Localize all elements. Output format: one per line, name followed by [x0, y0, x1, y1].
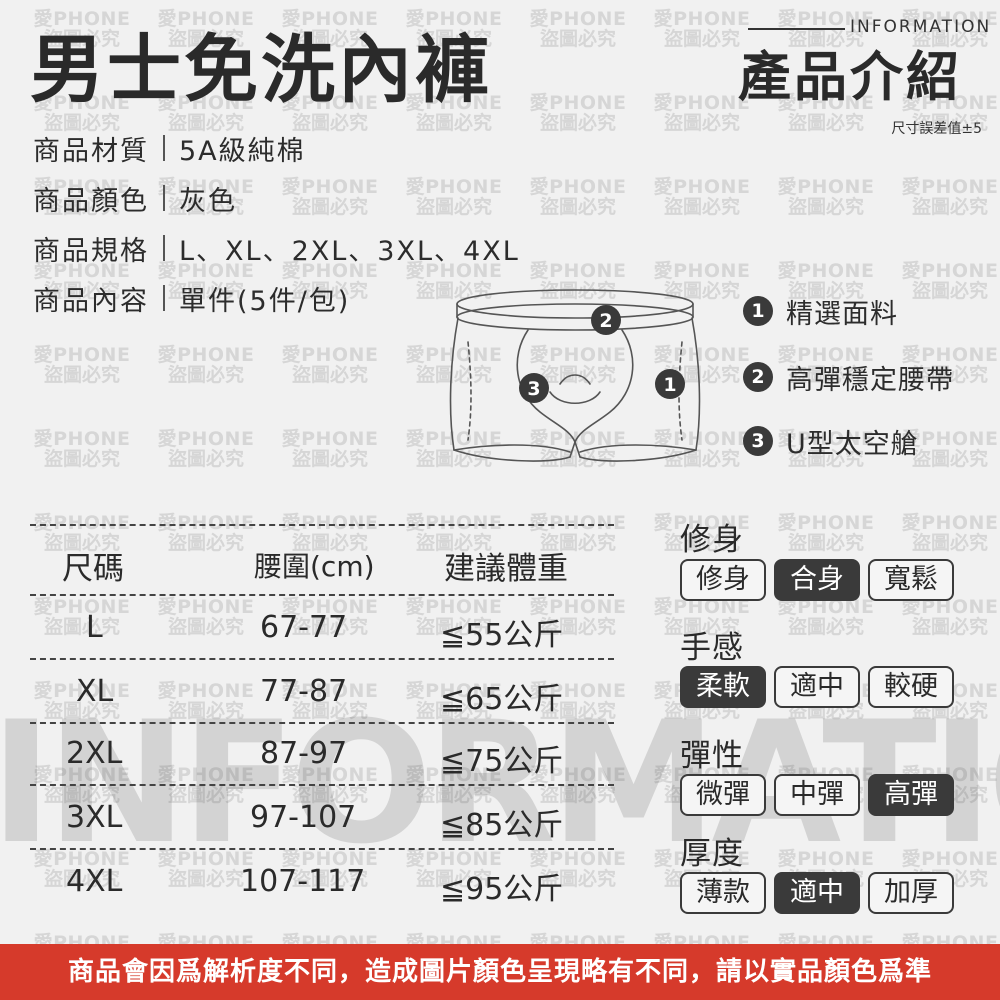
table-divider [30, 658, 614, 660]
attr-title-feel: 手感 [680, 630, 744, 666]
svg-text:2: 2 [599, 310, 612, 332]
spec-label: 商品內容 [33, 285, 149, 317]
feature-label-pouch: U型太空艙 [786, 429, 919, 460]
pill-fit-regular: 合身 [774, 559, 860, 601]
table-header-waist: 腰圍(cm) [254, 550, 375, 583]
pill-thickness-thin: 薄款 [680, 872, 766, 914]
table-cell-weight: ≦55公斤 [440, 618, 564, 653]
spec-value: 單件(5件/包) [179, 285, 351, 317]
spec-divider [163, 185, 165, 211]
svg-text:3: 3 [527, 378, 540, 400]
spec-divider [163, 285, 165, 311]
table-divider [30, 722, 614, 724]
table-divider [30, 594, 614, 596]
info-label: INFORMATION [850, 17, 992, 37]
spec-row-sizes: 商品規格 L、XL、2XL、3XL、4XL [33, 228, 520, 268]
table-cell-size: 4XL [66, 864, 123, 899]
pill-thickness-thick: 加厚 [868, 872, 954, 914]
spec-divider [163, 135, 165, 161]
feature-label-waistband: 高彈穩定腰帶 [786, 365, 954, 396]
pill-elasticity-medium: 中彈 [774, 774, 860, 816]
table-cell-size: 2XL [66, 736, 123, 771]
pill-feel-soft: 柔軟 [680, 666, 766, 708]
spec-value: 5A級純棉 [179, 135, 306, 167]
pill-fit-loose: 寬鬆 [868, 559, 954, 601]
pill-elasticity-high: 高彈 [868, 774, 954, 816]
table-cell-waist: 67-77 [260, 610, 348, 645]
svg-text:1: 1 [663, 374, 676, 396]
drawing-marker-2: 2 [591, 305, 621, 335]
spec-label: 商品材質 [33, 135, 149, 167]
attr-title-elasticity: 彈性 [680, 738, 744, 774]
page-title: 男士免洗內褲 [30, 27, 492, 113]
drawing-marker-3: 3 [519, 373, 549, 403]
product-intro-title: 產品介紹 [738, 47, 962, 108]
feature-number-2: 2 [743, 362, 773, 392]
spec-row-color: 商品顏色 灰色 [33, 178, 237, 218]
drawing-marker-1: 1 [655, 369, 685, 399]
spec-row-material: 商品材質 5A級純棉 [33, 128, 306, 168]
underwear-sketch-illustration: 2 3 1 [449, 289, 701, 462]
pill-feel-medium: 適中 [774, 666, 860, 708]
feature-number-1: 1 [743, 296, 773, 326]
attr-title-fit: 修身 [680, 522, 744, 558]
spec-divider [163, 235, 165, 261]
table-cell-size: 3XL [66, 800, 123, 835]
table-cell-weight: ≦85公斤 [440, 808, 564, 843]
pill-feel-firm: 較硬 [868, 666, 954, 708]
spec-row-contents: 商品內容 單件(5件/包) [33, 278, 350, 318]
table-header-weight: 建議體重 [444, 551, 568, 587]
spec-label: 商品規格 [33, 235, 149, 267]
pill-thickness-medium: 適中 [774, 872, 860, 914]
spec-value: 灰色 [179, 185, 237, 217]
pill-fit-slim: 修身 [680, 559, 766, 601]
table-cell-size: L [86, 610, 103, 645]
table-cell-waist: 87-97 [260, 736, 348, 771]
pill-elasticity-slight: 微彈 [680, 774, 766, 816]
color-disclaimer-banner: 商品會因爲解析度不同，造成圖片顏色呈現略有不同，請以實品顏色爲準 [0, 944, 1000, 1000]
attr-title-thickness: 厚度 [680, 836, 744, 872]
table-cell-weight: ≦65公斤 [440, 682, 564, 717]
feature-number-3: 3 [743, 426, 773, 456]
table-header-size: 尺碼 [62, 551, 124, 587]
table-cell-weight: ≦75公斤 [440, 744, 564, 779]
table-cell-waist: 107-117 [240, 864, 366, 899]
table-cell-weight: ≦95公斤 [440, 872, 564, 907]
table-cell-waist: 77-87 [260, 674, 348, 709]
info-divider [748, 28, 845, 30]
size-tolerance-note: 尺寸誤差值±5 [891, 121, 982, 137]
feature-label-fabric: 精選面料 [786, 299, 898, 330]
spec-value: L、XL、2XL、3XL、4XL [179, 235, 520, 267]
table-divider [30, 848, 614, 850]
table-divider [30, 784, 614, 786]
spec-label: 商品顏色 [33, 185, 149, 217]
table-cell-waist: 97-107 [250, 800, 357, 835]
table-cell-size: XL [76, 674, 114, 709]
table-divider [30, 524, 614, 526]
